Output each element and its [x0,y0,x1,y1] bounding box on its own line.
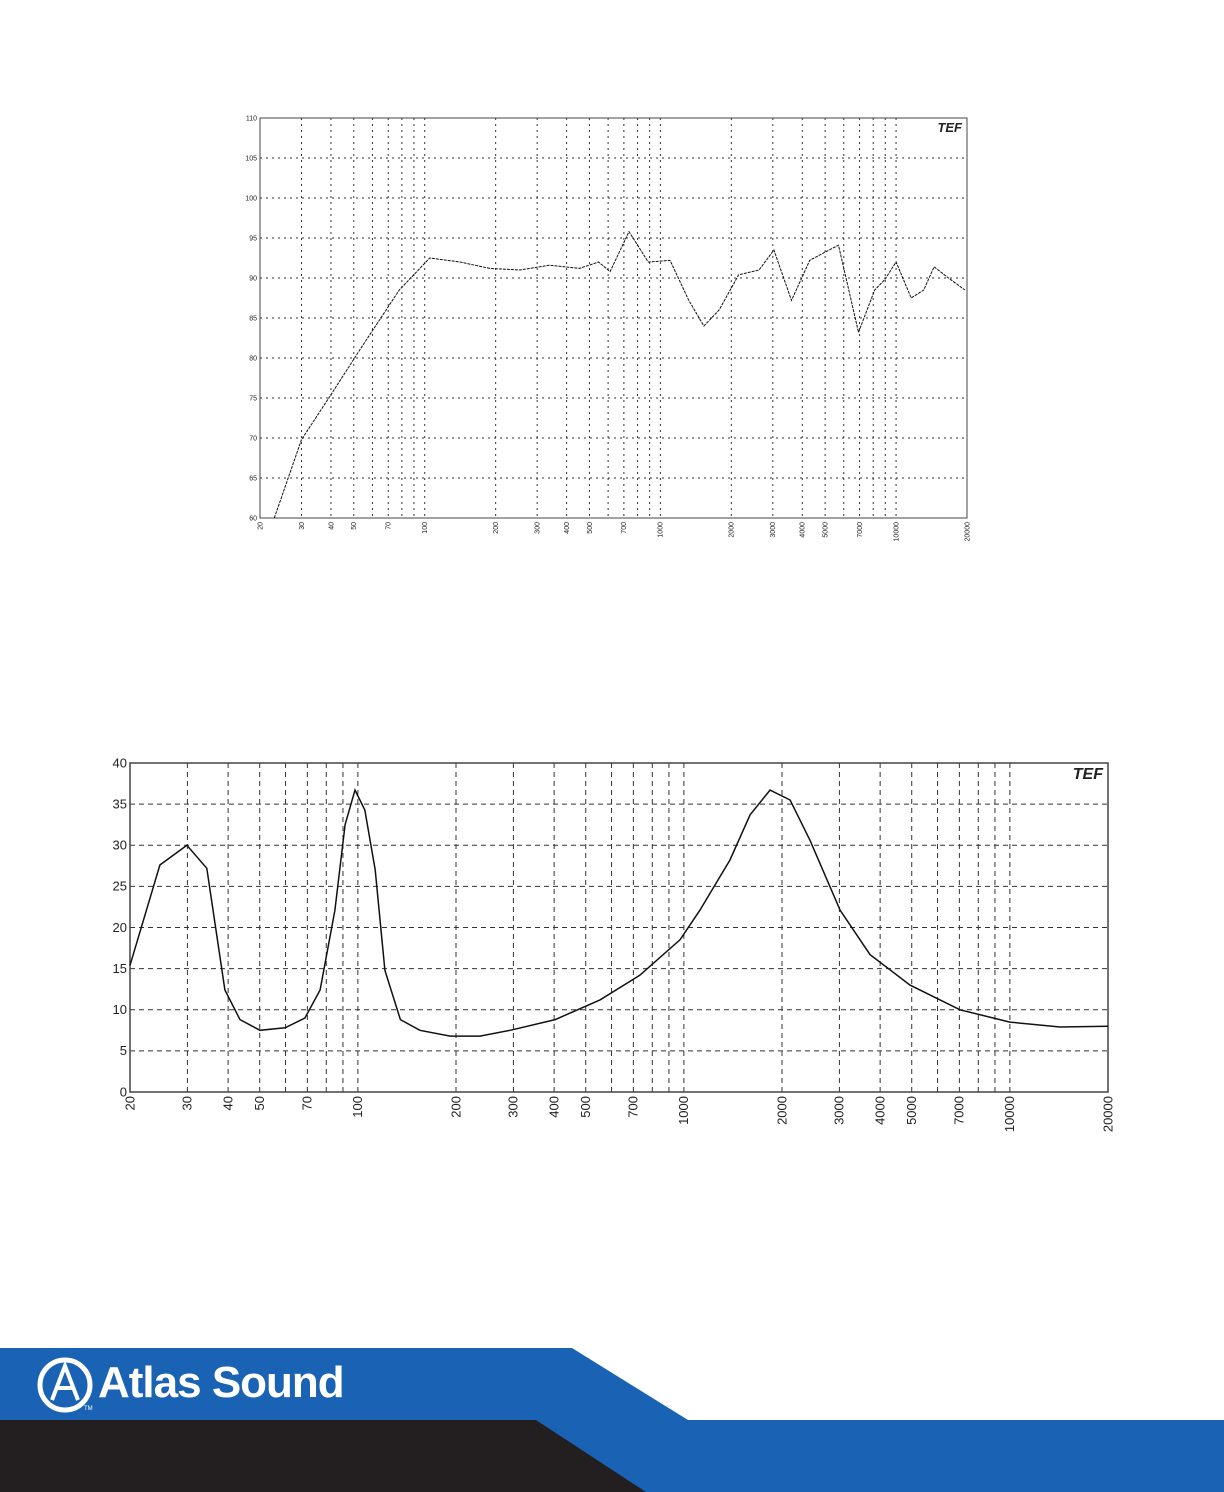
x-tick-label: 7000 [857,522,864,538]
y-tick-label: 100 [245,195,257,202]
x-tick-label: 7000 [952,1096,967,1125]
x-tick-label: 30 [180,1096,195,1110]
plot-frame [129,762,1109,1093]
x-tick-label: 2000 [729,522,736,538]
y-tick-label: 30 [113,838,127,853]
plot-frame [259,117,968,519]
x-tick-label: 10000 [1002,1096,1017,1132]
y-tick-label: 105 [245,155,257,162]
x-tick-label: 40 [220,1096,235,1110]
x-tick-label: 5000 [904,1096,919,1125]
y-tick-label: 80 [249,355,257,362]
x-tick-label: 70 [300,1096,315,1110]
x-tick-label: 70 [386,522,393,530]
x-tick-label: 700 [626,1096,641,1118]
x-tick-label: 100 [350,1096,365,1118]
footer-banner [0,1348,1224,1492]
x-tick-label: 200 [448,1096,463,1118]
x-tick-label: 20 [122,1096,137,1110]
x-tick-label: 300 [534,522,541,534]
x-tick-label: 4000 [872,1096,887,1125]
x-tick-label: 20000 [964,522,971,542]
y-tick-label: 85 [249,315,257,322]
x-tick-label: 4000 [800,522,807,538]
x-tick-label: 200 [493,522,500,534]
x-tick-label: 20 [257,522,264,530]
atlas-logo-icon [37,1357,93,1413]
brand-name: Atlas Sound [98,1358,345,1407]
x-tick-label: 40 [328,522,335,530]
x-tick-label: 400 [564,522,571,534]
y-tick-label: 90 [249,275,257,282]
tef-logo: TEF [937,120,963,135]
x-tick-label: 1000 [658,522,665,538]
tef-logo: TEF [1073,766,1104,783]
x-tick-label: 5000 [822,522,829,538]
x-tick-label: 3000 [770,522,777,538]
trademark: TM [84,1406,93,1412]
y-tick-label: 110 [246,115,257,122]
x-tick-label: 300 [506,1096,521,1118]
y-tick-label: 25 [113,879,127,894]
x-tick-label: 500 [578,1096,593,1118]
x-tick-label: 20000 [1100,1096,1115,1132]
y-tick-label: 65 [249,475,257,482]
y-tick-label: 40 [113,755,127,770]
y-tick-label: 0 [120,1084,127,1099]
y-tick-label: 60 [249,515,257,522]
x-tick-label: 1000 [676,1096,691,1125]
x-tick-label: 50 [252,1096,267,1110]
x-tick-label: 30 [299,522,306,530]
x-tick-label: 400 [546,1096,561,1118]
y-tick-label: 95 [249,235,257,242]
x-tick-label: 2000 [774,1096,789,1125]
y-tick-label: 10 [113,1002,127,1017]
data-line [129,788,1109,1037]
y-tick-label: 75 [249,395,257,402]
y-tick-label: 70 [249,435,257,442]
x-tick-label: 10000 [893,522,900,542]
y-tick-label: 20 [113,920,127,935]
x-tick-label: 100 [422,522,429,534]
y-tick-label: 15 [113,961,127,976]
x-tick-label: 700 [621,522,628,534]
data-line [273,230,966,519]
x-tick-label: 500 [587,522,594,534]
y-tick-label: 5 [120,1043,127,1058]
x-tick-label: 3000 [832,1096,847,1125]
x-tick-label: 50 [351,522,358,530]
y-tick-label: 35 [113,796,127,811]
